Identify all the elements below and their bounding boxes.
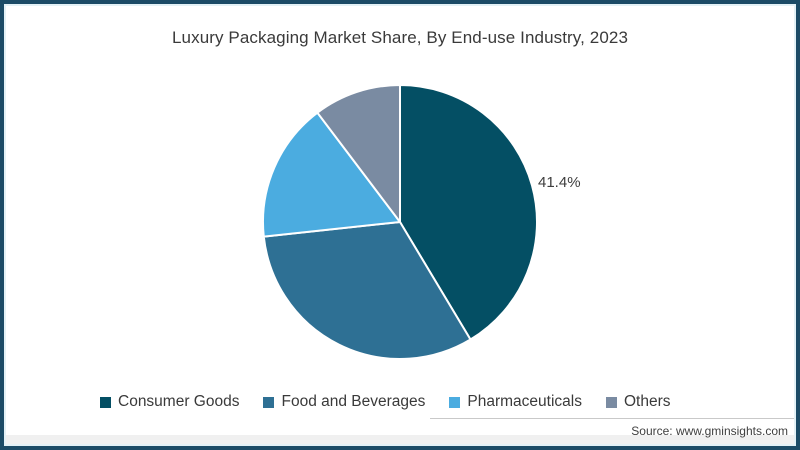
source-text: Source: www.gminsights.com xyxy=(631,424,788,438)
pie-slice-pharmaceuticals xyxy=(262,111,401,238)
legend-item-food-and-beverages: Food and Beverages xyxy=(263,393,425,411)
legend-swatch-pharmaceuticals xyxy=(449,396,461,408)
legend-swatch-others xyxy=(605,396,617,408)
legend: Consumer Goods Food and Beverages Pharmace… xyxy=(100,392,670,412)
percentage-label-consumer-goods: 41.4% xyxy=(538,174,581,191)
source-divider xyxy=(430,418,794,419)
pie-slice-consumer-goods xyxy=(399,84,538,341)
pie-slice-food-and-beverages xyxy=(262,221,472,360)
legend-label-food-and-beverages: Food and Beverages xyxy=(281,393,426,410)
chart-title: Luxury Packaging Market Share, By End-us… xyxy=(171,28,629,47)
legend-swatch-food-and-beverages xyxy=(263,396,275,408)
pie-slice-others xyxy=(316,84,401,223)
footer-strip xyxy=(6,435,794,444)
legend-label-consumer-goods: Consumer Goods xyxy=(118,393,240,410)
legend-item-consumer-goods: Consumer Goods xyxy=(100,393,239,411)
legend-item-others: Others xyxy=(605,393,671,411)
legend-swatch-consumer-goods xyxy=(100,396,111,408)
legend-item-pharmaceuticals: Pharmaceuticals xyxy=(449,393,582,411)
legend-label-pharmaceuticals: Pharmaceuticals xyxy=(467,393,582,410)
legend-label-others: Others xyxy=(623,393,671,410)
